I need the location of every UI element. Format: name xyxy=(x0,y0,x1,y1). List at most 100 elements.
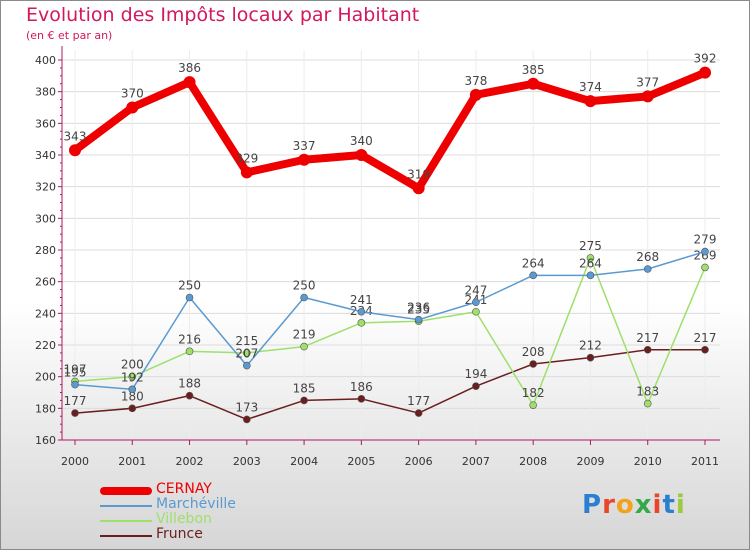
y-tick-label: 220 xyxy=(35,339,56,352)
data-label-marchville: 250 xyxy=(178,279,201,293)
y-tick-label: 160 xyxy=(35,434,56,447)
x-tick-label: 2004 xyxy=(290,455,318,468)
data-label-cernay: 343 xyxy=(64,129,87,143)
data-label-cernay: 378 xyxy=(464,74,487,88)
data-point-cernay xyxy=(469,88,482,101)
data-label-marchville: 268 xyxy=(636,250,659,264)
data-point-frunce xyxy=(128,404,137,413)
data-label-marchville: 236 xyxy=(407,301,430,315)
data-point-cernay xyxy=(183,76,196,89)
data-point-frunce xyxy=(300,396,308,405)
data-point-cernay xyxy=(527,77,540,90)
data-label-villebon: 215 xyxy=(235,334,258,348)
data-point-cernay xyxy=(412,182,425,195)
data-label-frunce: 208 xyxy=(522,345,545,359)
proxiti-logo: Proxiti xyxy=(582,490,686,520)
data-label-cernay: 385 xyxy=(522,63,545,77)
x-tick-label: 2001 xyxy=(118,455,146,468)
y-tick-label: 320 xyxy=(35,181,56,194)
data-point-villebon xyxy=(701,263,709,272)
x-tick-label: 2002 xyxy=(176,455,204,468)
data-point-frunce xyxy=(701,345,709,354)
data-label-villebon: 197 xyxy=(64,362,87,376)
data-point-frunce xyxy=(414,409,423,417)
data-label-frunce: 177 xyxy=(407,394,430,408)
logo-letter: i xyxy=(675,490,686,520)
data-label-frunce: 217 xyxy=(694,331,717,345)
data-point-marchville xyxy=(643,265,652,273)
x-tick-label: 2011 xyxy=(691,455,719,468)
data-point-villebon xyxy=(243,349,251,357)
data-point-marchville xyxy=(300,293,308,302)
data-point-cernay xyxy=(240,166,253,179)
data-label-cernay: 374 xyxy=(579,80,602,94)
legend-label-villebon: Villebon xyxy=(156,511,212,527)
data-label-villebon: 275 xyxy=(579,239,602,253)
data-label-frunce: 188 xyxy=(178,377,201,391)
data-label-cernay: 340 xyxy=(350,134,373,148)
x-tick-label: 2003 xyxy=(233,455,261,468)
data-label-marchville: 195 xyxy=(64,366,87,380)
data-label-frunce: 185 xyxy=(293,381,316,395)
data-label-marchville: 279 xyxy=(694,233,717,247)
data-label-marchville: 264 xyxy=(522,256,545,270)
y-tick-label: 300 xyxy=(35,212,56,225)
legend-swatch-marcheville xyxy=(100,505,152,507)
data-point-cernay xyxy=(298,153,311,166)
legend-label-frunce: Frunce xyxy=(156,526,203,542)
data-point-frunce xyxy=(357,395,366,403)
data-point-marchville xyxy=(185,293,194,302)
data-point-cernay xyxy=(126,101,139,114)
data-label-frunce: 212 xyxy=(579,339,602,353)
data-label-marchville: 241 xyxy=(350,293,373,307)
logo-letter: t xyxy=(662,490,676,520)
logo-letter: x xyxy=(634,490,653,520)
data-point-marchville xyxy=(701,247,709,256)
data-label-cernay: 386 xyxy=(178,61,201,75)
data-point-villebon xyxy=(300,342,308,351)
data-point-frunce xyxy=(472,382,480,390)
chart-title: Evolution des Impôts locaux par Habitant xyxy=(26,4,420,26)
data-label-cernay: 377 xyxy=(636,75,659,89)
x-tick-label: 2006 xyxy=(405,455,433,468)
data-point-marchville xyxy=(128,385,137,394)
data-point-marchville xyxy=(529,271,537,280)
data-label-frunce: 173 xyxy=(235,400,258,414)
data-point-cernay xyxy=(699,66,711,79)
data-label-marchville: 192 xyxy=(121,370,144,384)
data-label-frunce: 177 xyxy=(64,394,87,408)
x-tick-label: 2005 xyxy=(347,455,375,468)
y-tick-label: 280 xyxy=(35,244,56,257)
data-label-cernay: 370 xyxy=(121,87,144,101)
data-point-villebon xyxy=(128,372,137,381)
data-point-villebon xyxy=(185,347,194,356)
y-tick-label: 260 xyxy=(35,276,56,289)
data-label-villebon: 182 xyxy=(522,386,545,400)
data-point-marchville xyxy=(357,307,366,316)
logo-letter: o xyxy=(615,490,635,520)
y-tick-label: 180 xyxy=(35,402,56,415)
legend-swatch-cernay xyxy=(100,487,152,495)
data-point-villebon xyxy=(357,319,366,327)
data-label-marchville: 247 xyxy=(464,283,487,297)
data-label-villebon: 235 xyxy=(407,302,430,316)
data-label-marchville: 207 xyxy=(235,347,258,361)
data-point-frunce xyxy=(643,345,652,354)
x-tick-label: 2009 xyxy=(576,455,604,468)
data-point-cernay xyxy=(69,144,81,157)
data-label-cernay: 337 xyxy=(293,139,316,153)
data-point-frunce xyxy=(529,360,537,368)
data-point-marchville xyxy=(586,271,595,280)
data-label-villebon: 216 xyxy=(178,332,201,346)
data-label-marchville: 264 xyxy=(579,256,602,270)
logo-letter: P xyxy=(582,490,603,520)
logo-letter: r xyxy=(602,490,616,520)
data-label-cernay: 392 xyxy=(694,52,717,66)
data-point-frunce xyxy=(243,415,251,424)
data-point-frunce xyxy=(586,353,595,362)
data-label-frunce: 194 xyxy=(464,367,487,381)
data-point-marchville xyxy=(243,361,251,370)
data-point-marchville xyxy=(472,298,480,307)
data-point-frunce xyxy=(71,409,79,417)
